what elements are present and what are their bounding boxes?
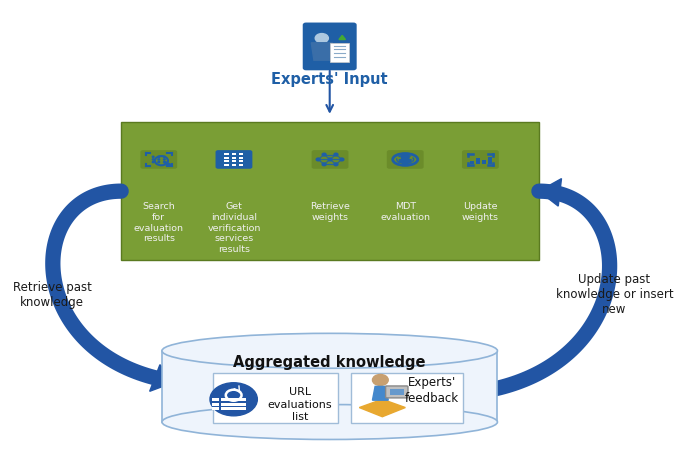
Text: Update past
knowledge or insert
new: Update past knowledge or insert new (556, 273, 673, 316)
FancyBboxPatch shape (386, 386, 408, 398)
Circle shape (322, 153, 326, 156)
Text: URL
evaluations
list: URL evaluations list (268, 387, 332, 422)
Circle shape (158, 159, 160, 160)
FancyBboxPatch shape (239, 157, 243, 159)
FancyBboxPatch shape (221, 403, 245, 406)
Circle shape (315, 33, 328, 43)
FancyBboxPatch shape (213, 373, 338, 423)
Text: Update
weights: Update weights (462, 202, 499, 222)
Circle shape (373, 374, 388, 385)
Circle shape (158, 161, 160, 163)
FancyBboxPatch shape (476, 158, 480, 164)
Text: Experts'
feedback: Experts' feedback (405, 376, 459, 405)
Circle shape (322, 163, 326, 166)
FancyBboxPatch shape (232, 160, 236, 162)
FancyBboxPatch shape (225, 157, 229, 159)
FancyBboxPatch shape (232, 164, 236, 166)
FancyBboxPatch shape (482, 160, 486, 164)
Circle shape (164, 159, 165, 160)
Circle shape (334, 153, 338, 156)
Polygon shape (339, 35, 345, 40)
FancyBboxPatch shape (225, 160, 229, 162)
FancyBboxPatch shape (140, 150, 177, 169)
FancyBboxPatch shape (399, 159, 412, 163)
Text: Get
individual
verification
services
results: Get individual verification services res… (208, 202, 261, 254)
FancyBboxPatch shape (221, 407, 245, 410)
Circle shape (158, 156, 160, 157)
Polygon shape (360, 399, 406, 417)
Circle shape (152, 161, 154, 163)
Circle shape (316, 158, 320, 161)
FancyBboxPatch shape (239, 160, 243, 162)
FancyBboxPatch shape (239, 164, 243, 166)
FancyBboxPatch shape (212, 407, 219, 410)
FancyBboxPatch shape (390, 389, 404, 395)
Circle shape (328, 158, 332, 161)
Circle shape (340, 158, 344, 161)
FancyBboxPatch shape (221, 399, 245, 401)
Polygon shape (149, 365, 175, 392)
Circle shape (152, 159, 154, 160)
FancyBboxPatch shape (216, 150, 252, 169)
FancyBboxPatch shape (239, 153, 243, 155)
FancyBboxPatch shape (470, 161, 474, 164)
Polygon shape (539, 179, 562, 206)
Polygon shape (373, 386, 388, 400)
FancyBboxPatch shape (488, 157, 492, 164)
FancyBboxPatch shape (330, 43, 349, 61)
Text: Search
for
evaluation
results: Search for evaluation results (134, 202, 184, 243)
FancyBboxPatch shape (303, 22, 357, 70)
Circle shape (401, 154, 409, 160)
Circle shape (210, 383, 258, 416)
Text: Aggregated knowledge: Aggregated knowledge (234, 355, 426, 371)
Text: Experts' Input: Experts' Input (271, 73, 388, 87)
Circle shape (164, 161, 165, 163)
FancyBboxPatch shape (462, 150, 499, 169)
Ellipse shape (162, 405, 497, 439)
FancyBboxPatch shape (232, 153, 236, 155)
FancyBboxPatch shape (232, 157, 236, 159)
Text: MDT
evaluation: MDT evaluation (380, 202, 430, 222)
Text: Retrieve past
knowledge: Retrieve past knowledge (13, 280, 92, 308)
Circle shape (164, 156, 165, 157)
Ellipse shape (162, 333, 497, 368)
FancyBboxPatch shape (225, 153, 229, 155)
FancyBboxPatch shape (212, 399, 219, 401)
Polygon shape (311, 43, 332, 60)
FancyBboxPatch shape (162, 351, 497, 422)
FancyBboxPatch shape (387, 150, 423, 169)
Circle shape (152, 156, 154, 157)
FancyBboxPatch shape (351, 373, 462, 423)
FancyBboxPatch shape (312, 150, 349, 169)
Circle shape (334, 163, 338, 166)
Text: Retrieve
weights: Retrieve weights (310, 202, 350, 222)
FancyBboxPatch shape (225, 164, 229, 166)
FancyBboxPatch shape (212, 403, 219, 406)
FancyBboxPatch shape (121, 122, 539, 260)
